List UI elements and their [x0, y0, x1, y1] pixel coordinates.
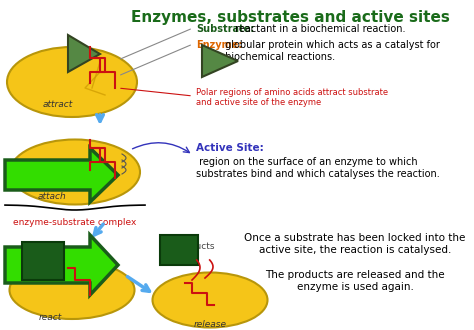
- Polygon shape: [5, 148, 118, 202]
- Text: Polar regions of amino acids attract substrate
and active site of the enzyme: Polar regions of amino acids attract sub…: [196, 88, 388, 107]
- Ellipse shape: [153, 273, 267, 327]
- Text: attract: attract: [43, 100, 73, 109]
- Text: react: react: [38, 313, 62, 322]
- Ellipse shape: [10, 140, 140, 205]
- Bar: [160, 235, 198, 265]
- Bar: [22, 242, 64, 280]
- Text: region on the surface of an enzyme to which
substrates bind and which catalyses : region on the surface of an enzyme to wh…: [196, 157, 440, 179]
- Text: Active Site:: Active Site:: [196, 143, 264, 153]
- Text: reactant in a biochemical reaction.: reactant in a biochemical reaction.: [232, 24, 405, 34]
- Text: Once a substrate has been locked into the
active site, the reaction is catalysed: Once a substrate has been locked into th…: [244, 233, 465, 255]
- Text: Substrate:: Substrate:: [196, 24, 254, 34]
- Text: enzyme-substrate complex: enzyme-substrate complex: [13, 218, 137, 227]
- Text: attach: attach: [37, 192, 66, 201]
- Ellipse shape: [7, 47, 137, 117]
- Polygon shape: [202, 45, 238, 77]
- Text: products: products: [175, 242, 215, 251]
- Ellipse shape: [9, 261, 135, 319]
- Text: Enzyme:: Enzyme:: [196, 40, 242, 50]
- Text: globular protein which acts as a catalyst for
 biochemical reactions.: globular protein which acts as a catalys…: [222, 40, 440, 62]
- Polygon shape: [5, 235, 118, 295]
- Polygon shape: [68, 35, 100, 72]
- Text: release: release: [193, 320, 227, 329]
- Text: Enzymes, substrates and active sites: Enzymes, substrates and active sites: [130, 10, 449, 25]
- Text: The products are released and the
enzyme is used again.: The products are released and the enzyme…: [265, 270, 445, 292]
